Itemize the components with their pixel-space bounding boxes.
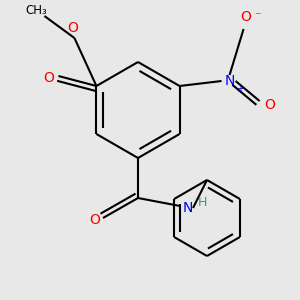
Text: +: + bbox=[236, 84, 244, 94]
Text: O: O bbox=[264, 98, 275, 112]
Text: H: H bbox=[197, 196, 207, 208]
Text: CH₃: CH₃ bbox=[26, 4, 47, 16]
Text: O: O bbox=[67, 21, 78, 35]
Text: O: O bbox=[90, 213, 101, 227]
Text: O: O bbox=[43, 71, 54, 85]
Text: O: O bbox=[240, 10, 251, 24]
Text: N: N bbox=[183, 201, 193, 215]
Text: N: N bbox=[224, 74, 235, 88]
Text: ⁻: ⁻ bbox=[254, 11, 261, 23]
